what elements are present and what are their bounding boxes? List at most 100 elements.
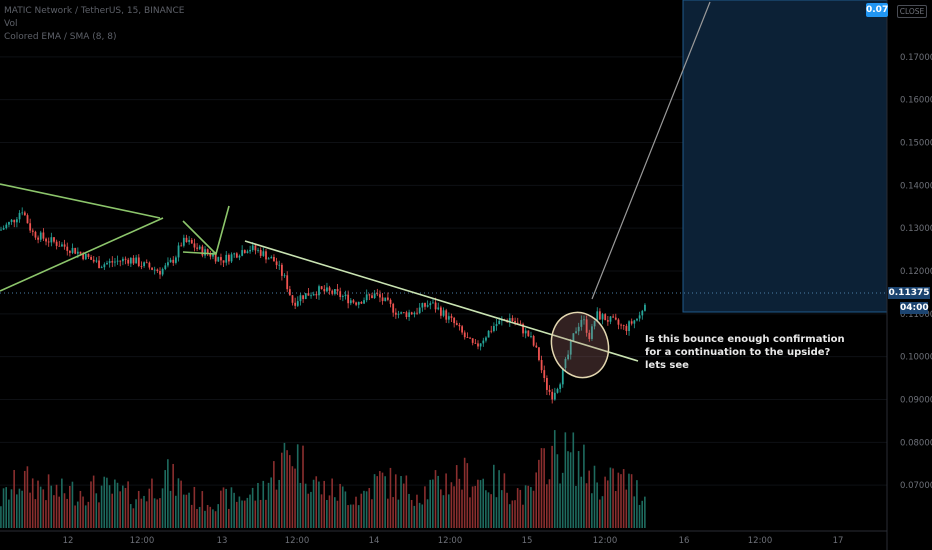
volume-bar	[628, 473, 630, 528]
candle-body	[122, 258, 124, 262]
price-tick-label: 0.17000	[900, 53, 932, 63]
candle-body	[493, 326, 495, 332]
volume-bar	[182, 494, 185, 528]
close-button[interactable]: CLOSE	[897, 5, 927, 18]
volume-bar	[217, 504, 219, 528]
volume-bar	[567, 451, 569, 528]
breakout-ellipse[interactable]	[543, 305, 617, 385]
volume-bar	[161, 488, 164, 528]
candle-body	[567, 354, 569, 360]
volume-bar	[175, 495, 177, 528]
volume-bar	[265, 499, 267, 528]
volume-legend[interactable]: Vol	[4, 19, 18, 29]
candle-body	[466, 337, 469, 338]
candle-body	[331, 290, 334, 294]
volume-bar	[13, 469, 15, 528]
flag-line[interactable]	[182, 205, 230, 256]
candle-body	[530, 336, 532, 337]
volume-bar	[225, 488, 227, 528]
candle-body	[556, 388, 559, 393]
candle-body	[474, 342, 477, 344]
flag-base-line[interactable]	[182, 251, 217, 255]
corner-price-tag[interactable]: 0.07	[866, 3, 888, 17]
volume-bar	[106, 477, 108, 528]
volume-bar	[339, 483, 341, 528]
volume-bar	[50, 485, 53, 528]
volume-bar	[559, 483, 561, 528]
volume-bar	[177, 478, 180, 528]
candle-body	[638, 315, 641, 319]
price-axis[interactable]: 0.17000 0.16000 0.15000 0.14000 0.13000 0.120…	[886, 0, 932, 550]
candle-body	[495, 324, 498, 327]
volume-bar	[477, 479, 479, 528]
time-tick-label: 17	[833, 536, 844, 546]
volume-bar	[281, 452, 283, 528]
target-box[interactable]	[682, 0, 888, 313]
candle-body	[82, 253, 85, 260]
volume-bar	[429, 479, 431, 528]
volume-bar	[283, 442, 286, 528]
volume-bar	[323, 480, 325, 528]
candle-body	[180, 245, 183, 247]
candle-body	[100, 267, 103, 269]
indicator-legend[interactable]: Colored EMA / SMA (8, 8)	[4, 32, 117, 42]
candle-body	[365, 294, 368, 301]
grid	[0, 56, 887, 486]
candle-body	[281, 264, 283, 276]
annotation-text[interactable]: Is this bounce enough confirmation for a…	[645, 334, 845, 371]
candle-body	[588, 332, 591, 339]
candle-body	[225, 254, 228, 263]
candle-body	[392, 303, 395, 313]
candle-body	[312, 294, 315, 296]
projection-line[interactable]	[591, 1, 711, 300]
candle-body	[490, 330, 493, 332]
candle-body	[601, 314, 604, 320]
volume-bar	[76, 501, 79, 528]
triangle-upper-line[interactable]	[0, 183, 161, 219]
candle-body	[220, 257, 222, 261]
candle-body	[143, 262, 145, 267]
volume-bar	[636, 480, 638, 528]
volume-bar	[198, 506, 201, 528]
candle-body	[265, 251, 267, 260]
volume-bar	[485, 490, 487, 528]
candle-body	[416, 312, 418, 314]
volume-bar	[302, 445, 304, 528]
volume-bar	[127, 481, 129, 528]
candle-body	[291, 295, 294, 303]
candle-body	[267, 258, 270, 260]
candle-body	[636, 318, 638, 321]
volume-bar	[641, 500, 643, 528]
price-tick-label: 0.14000	[900, 181, 932, 191]
volume-bar	[360, 493, 363, 528]
resistance-trendline[interactable]	[244, 240, 639, 362]
price-tick-label: 0.16000	[900, 96, 932, 106]
symbol-title[interactable]: MATIC Network / TetherUS, 15, BINANCE	[4, 6, 185, 16]
volume-bar	[569, 452, 572, 528]
time-tick-label: 15	[522, 536, 533, 546]
candle-body	[614, 317, 617, 320]
volume-bar	[445, 473, 447, 528]
volume-bar	[230, 487, 233, 528]
candle-body	[190, 239, 193, 244]
time-axis[interactable]: 12 12:00 13 12:00 14 12:00 15 12:00 16 12:00 17	[0, 530, 887, 546]
candle-body	[612, 316, 615, 318]
volume-bar	[394, 474, 397, 528]
triangle-lower-line[interactable]	[0, 217, 164, 292]
candle-body	[286, 275, 289, 290]
candle-body	[148, 262, 151, 268]
candle-body	[500, 319, 503, 321]
volume-bar	[583, 444, 585, 528]
volume-bar	[630, 474, 633, 528]
volume-bar	[373, 474, 376, 528]
drawings[interactable]	[0, 1, 711, 385]
candle-body	[145, 262, 148, 264]
volume-bar	[493, 464, 495, 528]
candle-body	[514, 320, 516, 323]
candle-body	[405, 312, 408, 317]
candle-body	[50, 237, 53, 243]
volume-bar	[143, 495, 145, 528]
volume-bar	[432, 479, 434, 528]
candle-body	[169, 259, 172, 263]
